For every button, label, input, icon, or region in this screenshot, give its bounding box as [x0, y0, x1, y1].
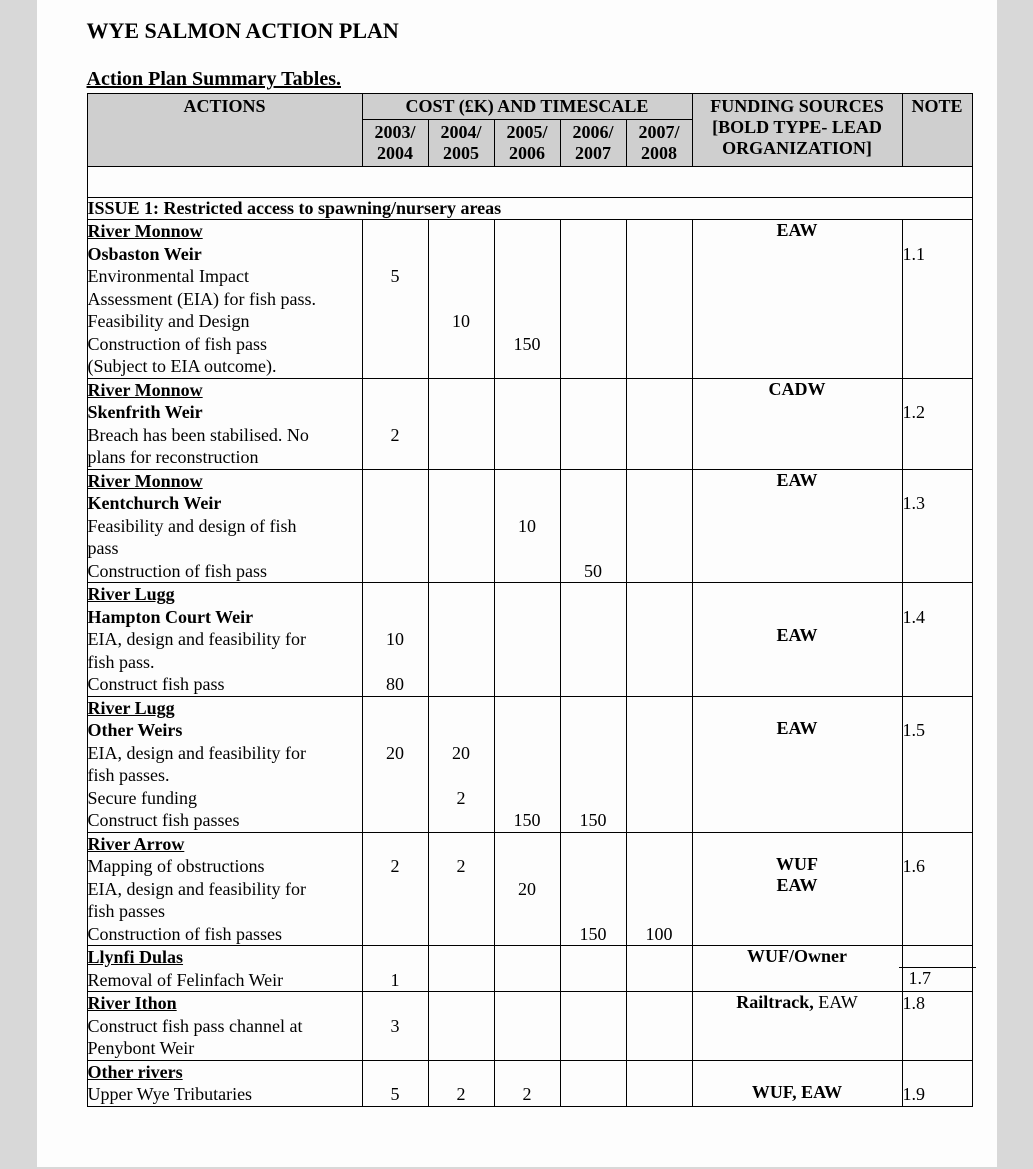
funding-cell: CADW: [692, 378, 902, 469]
page-subtitle: Action Plan Summary Tables.: [87, 68, 957, 91]
table-row: River IthonConstruct fish pass channel a…: [87, 992, 972, 1061]
actions-cell: River IthonConstruct fish pass channel a…: [87, 992, 362, 1061]
table-row: River LuggHampton Court WeirEIA, design …: [87, 583, 972, 697]
note-cell: 1.6: [902, 832, 972, 946]
note-cell: 1.9: [902, 1060, 972, 1106]
header-year-1: 2004/ 2005: [428, 120, 494, 167]
note-cell: 1.8: [902, 992, 972, 1061]
note-cell: 1.1: [902, 220, 972, 379]
actions-cell: River ArrowMapping of obstructionsEIA, d…: [87, 832, 362, 946]
funding-cell: EAW: [692, 696, 902, 832]
table-row: River MonnowOsbaston WeirEnvironmental I…: [87, 220, 972, 379]
table-header: ACTIONS COST (£K) AND TIMESCALE FUNDING …: [87, 94, 972, 167]
table-row: Llynfi DulasRemoval of Felinfach Weir 1 …: [87, 946, 972, 992]
header-year-4: 2007/ 2008: [626, 120, 692, 167]
funding-cell: WUF EAW: [692, 832, 902, 946]
table-row: River MonnowSkenfrith WeirBreach has bee…: [87, 378, 972, 469]
header-year-0: 2003/ 2004: [362, 120, 428, 167]
funding-cell: Railtrack, EAW: [692, 992, 902, 1061]
table-row: River MonnowKentchurch WeirFeasibility a…: [87, 469, 972, 583]
actions-cell: Other riversUpper Wye Tributaries: [87, 1060, 362, 1106]
note-cell: 1.3: [902, 469, 972, 583]
actions-cell: River MonnowKentchurch WeirFeasibility a…: [87, 469, 362, 583]
note-cell: 1.4: [902, 583, 972, 697]
header-cost-timescale: COST (£K) AND TIMESCALE: [362, 94, 692, 120]
actions-cell: River MonnowSkenfrith WeirBreach has bee…: [87, 378, 362, 469]
funding-cell: EAW: [692, 469, 902, 583]
note-cell: 1.2: [902, 378, 972, 469]
funding-cell: WUF/Owner: [692, 946, 902, 992]
actions-cell: River LuggHampton Court WeirEIA, design …: [87, 583, 362, 697]
page-title: WYE SALMON ACTION PLAN: [87, 18, 957, 44]
table-row: River ArrowMapping of obstructionsEIA, d…: [87, 832, 972, 946]
funding-cell: EAW: [692, 220, 902, 379]
actions-cell: River MonnowOsbaston WeirEnvironmental I…: [87, 220, 362, 379]
table-row: River LuggOther WeirsEIA, design and fea…: [87, 696, 972, 832]
funding-cell: EAW: [692, 583, 902, 697]
action-plan-table: ACTIONS COST (£K) AND TIMESCALE FUNDING …: [87, 93, 973, 1107]
actions-cell: Llynfi DulasRemoval of Felinfach Weir: [87, 946, 362, 992]
table-body: ISSUE 1: Restricted access to spawning/n…: [87, 167, 972, 1107]
header-note: NOTE: [902, 94, 972, 167]
header-year-2: 2005/ 2006: [494, 120, 560, 167]
note-cell: 1.5: [902, 696, 972, 832]
table-row: Other riversUpper Wye Tributaries 5 2 2 …: [87, 1060, 972, 1106]
actions-cell: River LuggOther WeirsEIA, design and fea…: [87, 696, 362, 832]
header-year-3: 2006/ 2007: [560, 120, 626, 167]
funding-cell: WUF, EAW: [692, 1060, 902, 1106]
page: WYE SALMON ACTION PLAN Action Plan Summa…: [37, 0, 997, 1167]
note-cell: 1.7: [902, 946, 972, 992]
header-actions: ACTIONS: [87, 94, 362, 167]
header-funding: FUNDING SOURCES [BOLD TYPE- LEAD ORGANIZ…: [692, 94, 902, 167]
issue-heading: ISSUE 1: Restricted access to spawning/n…: [87, 198, 972, 220]
